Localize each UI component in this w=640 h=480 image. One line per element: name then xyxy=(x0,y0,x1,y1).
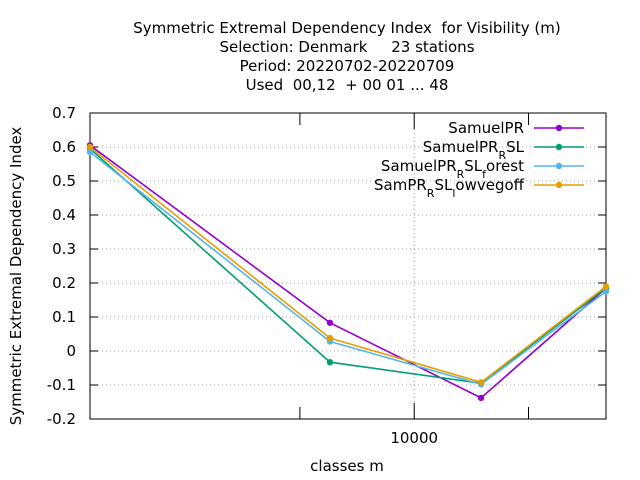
series-line xyxy=(89,146,607,384)
legend-label-part: SamuelPR xyxy=(448,119,524,137)
legend-marker xyxy=(555,162,563,170)
legend-label-part: SamuelPR xyxy=(423,138,499,156)
y-tick-label: 0.7 xyxy=(52,104,76,122)
chart-title-line: Period: 20220702-20220709 xyxy=(240,57,455,75)
legend-label-part: SL xyxy=(434,176,453,194)
data-point xyxy=(86,143,94,151)
data-point xyxy=(326,359,334,366)
y-axis: -0.2 -0.1 0 0.1 0.2 0.3 0.4 0.5 0.6 0.7 xyxy=(47,104,606,428)
y-tick-label: -0.2 xyxy=(47,410,76,428)
data-point xyxy=(326,319,334,326)
legend-label-part: R xyxy=(427,187,435,200)
plot-frame xyxy=(89,112,607,420)
legend-label-part: SL xyxy=(464,157,483,175)
x-axis-label: classes m xyxy=(310,457,384,475)
data-point xyxy=(326,334,334,342)
y-axis-label: Symmetric Extremal Dependency Index xyxy=(7,127,25,426)
legend-label-part: SamPR xyxy=(374,176,427,194)
series-layer xyxy=(86,142,610,402)
legend-marker xyxy=(555,181,563,189)
y-tick-label: 0.2 xyxy=(52,274,76,292)
series-line xyxy=(89,144,607,399)
legend-label: SamuelPRRSLforest xyxy=(381,157,524,181)
series-line xyxy=(89,148,607,385)
y-tick-label: 0 xyxy=(66,342,76,360)
series-line xyxy=(89,151,607,386)
legend-label-part: l xyxy=(452,187,455,200)
data-point xyxy=(477,379,485,386)
data-point xyxy=(477,394,485,402)
chart-title-line: Selection: Denmark 23 stations xyxy=(219,38,474,56)
data-point xyxy=(602,288,610,295)
y-tick-label: 0.5 xyxy=(52,172,76,190)
legend-label-part: f xyxy=(482,168,487,181)
legend-label-part: R xyxy=(457,168,465,181)
x-tick-label: 10000 xyxy=(390,429,438,447)
chart-title-line: Used 00,12 + 00 01 ... 48 xyxy=(246,76,449,94)
legend-label: SamuelPRRSL xyxy=(423,138,525,162)
y-tick-label: -0.1 xyxy=(47,376,76,394)
data-point xyxy=(86,148,94,156)
x-axis: 10000 xyxy=(299,113,529,447)
data-point xyxy=(602,283,610,290)
y-tick-label: 0.6 xyxy=(52,138,76,156)
legend-label-part: SL xyxy=(506,138,525,156)
legend-marker xyxy=(555,124,563,132)
legend-label-part: owvegoff xyxy=(455,176,524,194)
y-tick-label: 0.1 xyxy=(52,308,76,326)
chart-title-line: Symmetric Extremal Dependency Index for … xyxy=(133,19,560,37)
legend-label: SamuelPR xyxy=(448,119,524,137)
legend-label-part: R xyxy=(498,149,506,162)
legend-label-part: SamuelPR xyxy=(381,157,457,175)
grid xyxy=(90,113,606,419)
y-tick-label: 0.4 xyxy=(52,206,76,224)
chart-title: Symmetric Extremal Dependency Index for … xyxy=(133,19,560,94)
legend-marker xyxy=(555,143,563,151)
y-tick-label: 0.3 xyxy=(52,240,76,258)
legend-label: SamPRRSLlowvegoff xyxy=(374,176,525,200)
legend-label-part: orest xyxy=(486,157,524,175)
legend: SamuelPRSamuelPRRSLSamuelPRRSLforestSamP… xyxy=(374,119,584,200)
